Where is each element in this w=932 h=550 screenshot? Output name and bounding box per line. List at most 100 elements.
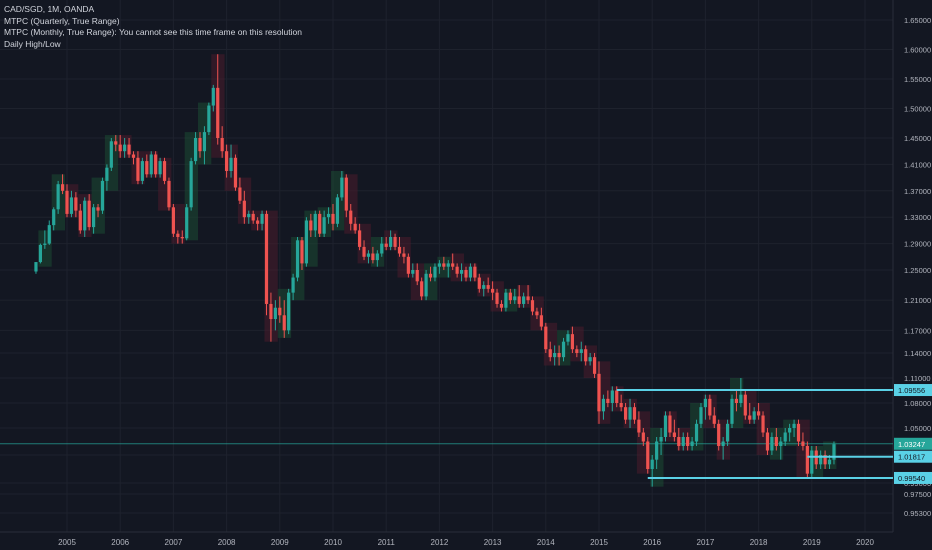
x-tick-label: 2014 <box>537 538 555 547</box>
candle-body <box>748 415 752 420</box>
candle-body <box>579 349 583 353</box>
candle-body <box>202 132 207 152</box>
candle-body <box>260 213 264 224</box>
candle-body <box>415 270 419 282</box>
candle-body <box>428 273 433 278</box>
x-tick-label: 2015 <box>590 538 608 547</box>
candle-body <box>717 423 721 446</box>
candle-body <box>832 444 836 460</box>
candle-body <box>725 423 730 442</box>
candle-body <box>402 253 406 257</box>
candle-body <box>592 357 597 374</box>
candle-body <box>646 441 650 469</box>
candle-body <box>544 326 548 350</box>
candle-body <box>504 292 508 308</box>
candle-body <box>78 210 82 231</box>
current-price-label-bg <box>894 437 932 450</box>
y-tick-label: 1.45000 <box>904 134 931 143</box>
candle-body <box>690 441 694 446</box>
candle-body <box>495 292 499 304</box>
candle-body <box>535 311 539 316</box>
y-tick-label: 1.50000 <box>904 105 931 114</box>
level-label-support: 0.99540 <box>898 474 925 483</box>
candle-body <box>229 157 233 171</box>
candle-body <box>566 334 570 342</box>
candle-body <box>92 207 96 228</box>
x-tick-label: 2018 <box>750 538 768 547</box>
x-tick-label: 2005 <box>58 538 76 547</box>
candle-body <box>269 303 273 320</box>
candle-body <box>446 263 450 267</box>
candle-body <box>588 357 592 362</box>
candle-body <box>739 394 743 403</box>
candle-body <box>584 349 588 362</box>
candle-body <box>708 398 712 416</box>
candle-body <box>637 419 641 433</box>
candle-body <box>393 237 397 247</box>
candle-body <box>805 446 809 474</box>
candle-body <box>575 349 579 353</box>
candle-body <box>149 154 153 175</box>
candle-body <box>380 243 384 254</box>
candle-body <box>34 262 38 272</box>
candle-body <box>167 180 171 208</box>
candle-body <box>193 138 198 162</box>
level-label-resistance-bg <box>894 384 932 397</box>
candle-body <box>420 281 424 297</box>
candle-body <box>171 207 175 234</box>
candle-body <box>96 207 100 211</box>
candle-body <box>282 315 286 331</box>
candle-body <box>83 200 87 231</box>
candle-body <box>486 285 490 289</box>
x-tick-label: 2007 <box>165 538 183 547</box>
candle-body <box>513 296 517 301</box>
candle-body <box>238 187 242 201</box>
y-tick-label: 0.97500 <box>904 490 931 499</box>
candle-body <box>548 349 552 358</box>
candle-body <box>131 154 136 158</box>
candle-body <box>632 407 637 420</box>
candle-body <box>508 292 512 301</box>
candle-body <box>668 415 672 433</box>
candle-body <box>801 441 805 446</box>
candle-body <box>615 390 619 403</box>
y-tick-label: 1.37000 <box>904 187 931 196</box>
y-tick-label: 1.25000 <box>904 266 931 275</box>
candle-body <box>220 138 224 152</box>
legend-symbol-title[interactable]: CAD/SGD, 1M, OANDA <box>4 4 95 14</box>
candle-body <box>823 455 827 465</box>
candle-body <box>140 161 144 181</box>
candle-body <box>663 415 668 437</box>
level-label-support-bg <box>894 471 932 484</box>
candle-body <box>796 423 801 442</box>
candle-body <box>65 190 69 214</box>
legend-indicator-daily[interactable]: Daily High/Low <box>4 38 61 49</box>
candle-body <box>397 246 402 254</box>
candle-body <box>827 459 832 465</box>
candle-body <box>300 240 304 264</box>
y-tick-label: 1.33000 <box>904 213 931 222</box>
legend-indicator-monthly[interactable]: MTPC (Monthly, True Range): You cannot s… <box>4 27 302 37</box>
candle-body <box>322 217 326 234</box>
candle-body <box>105 167 109 181</box>
y-tick-label: 1.29000 <box>904 240 931 249</box>
y-tick-label: 1.05000 <box>904 424 931 433</box>
candle-body <box>100 180 105 211</box>
legend-indicator-quarterly[interactable]: MTPC (Quarterly, True Range) <box>4 15 120 26</box>
candle-body <box>455 266 459 274</box>
candle-body <box>295 240 300 278</box>
candle-body <box>353 223 357 231</box>
candle-body <box>792 423 796 428</box>
candle-body <box>43 243 47 245</box>
candle-body <box>189 161 193 208</box>
candle-body <box>176 233 180 237</box>
y-tick-label: 0.95300 <box>904 509 931 518</box>
candle-body <box>761 415 765 433</box>
candle-body <box>38 244 42 263</box>
candle-body <box>499 303 504 308</box>
candle-body <box>411 270 415 274</box>
candle-body <box>765 432 770 451</box>
x-tick-label: 2017 <box>697 538 715 547</box>
